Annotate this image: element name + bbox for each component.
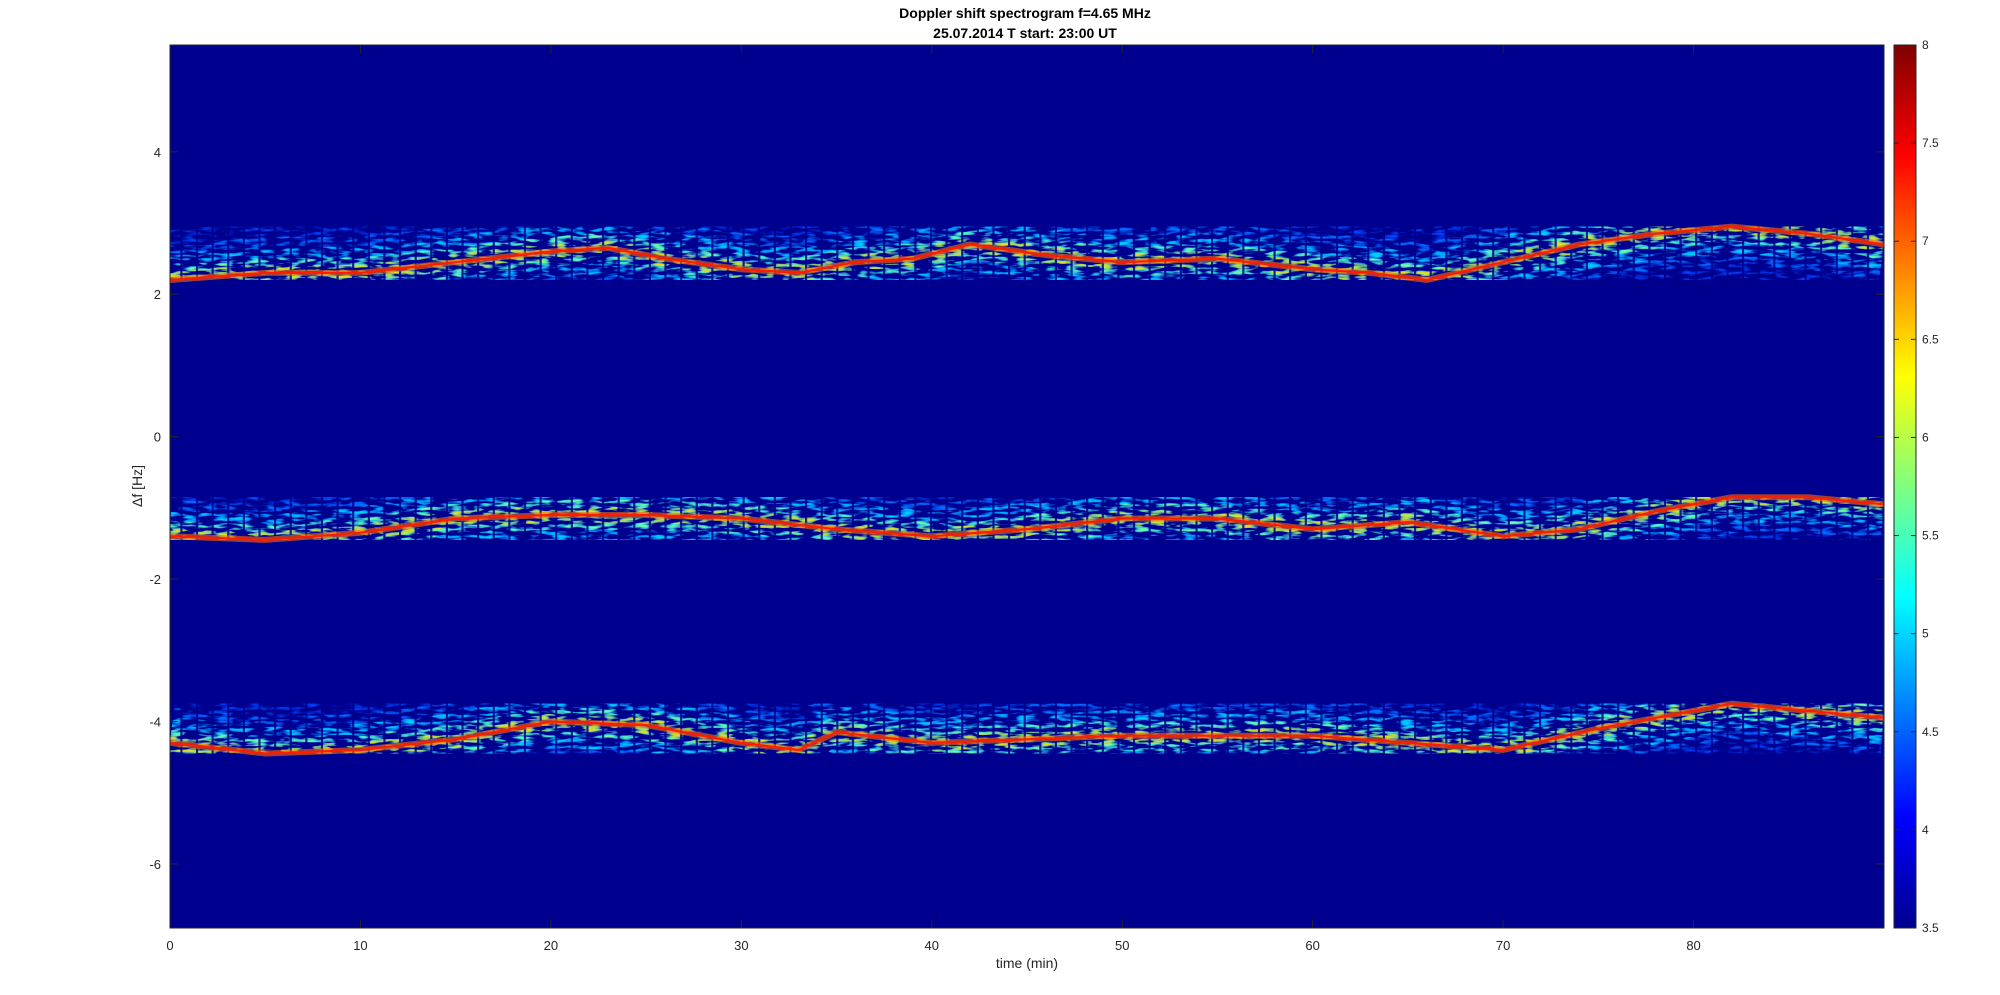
- colorbar-tick-label: 7: [1922, 234, 1929, 248]
- y-tick-label: -4: [149, 714, 161, 729]
- colorbar-ticks: 8 7.5 7 6.5 6 5.5 5 4.5 4 3.5: [1894, 38, 1939, 935]
- x-tick-label: 10: [353, 938, 367, 953]
- peak-lines: [170, 223, 1884, 757]
- colorbar: [1893, 44, 1917, 929]
- x-axis-label: time (min): [996, 955, 1058, 971]
- chart-subtitle: 25.07.2014 T start: 23:00 UT: [933, 25, 1117, 41]
- x-tick-label: 20: [544, 938, 558, 953]
- y-tick-label: -6: [149, 857, 161, 872]
- colorbar-tick-label: 8: [1922, 38, 1929, 52]
- x-tick-label: 30: [734, 938, 748, 953]
- plot-frame: [169, 44, 1885, 929]
- peak-line-1: [170, 225, 1884, 282]
- peak-line-3: [170, 702, 1884, 755]
- x-tick-label: 40: [925, 938, 939, 953]
- colorbar-tick-label: 4.5: [1922, 725, 1939, 739]
- colorbar-tick-label: 7.5: [1922, 136, 1939, 150]
- y-axis-ticks: 4 2 0 -2 -4 -6: [149, 145, 1884, 872]
- colorbar-tick-label: 5.5: [1922, 529, 1939, 543]
- x-tick-label: 60: [1305, 938, 1319, 953]
- x-axis-ticks: 0 10 20 30 40 50 60 70 80: [166, 45, 1701, 953]
- y-tick-label: -2: [149, 572, 161, 587]
- x-tick-label: 70: [1496, 938, 1510, 953]
- colorbar-tick-label: 6.5: [1922, 332, 1939, 346]
- colorbar-tick-label: 5: [1922, 627, 1929, 641]
- y-tick-label: 0: [154, 430, 161, 445]
- colorbar-tick-label: 6: [1922, 430, 1929, 444]
- y-tick-label: 2: [154, 287, 161, 302]
- time-stripes: [180, 45, 1884, 928]
- colorbar-tick-label: 3.5: [1922, 921, 1939, 935]
- x-tick-label: 50: [1115, 938, 1129, 953]
- x-tick-label: 0: [166, 938, 173, 953]
- x-tick-label: 80: [1686, 938, 1700, 953]
- y-axis-label: Δf [Hz]: [129, 465, 145, 507]
- chart-title: Doppler shift spectrogram f=4.65 MHz: [899, 5, 1151, 21]
- y-tick-label: 4: [154, 145, 161, 160]
- peak-line-2: [170, 496, 1884, 542]
- colorbar-tick-label: 4: [1922, 823, 1929, 837]
